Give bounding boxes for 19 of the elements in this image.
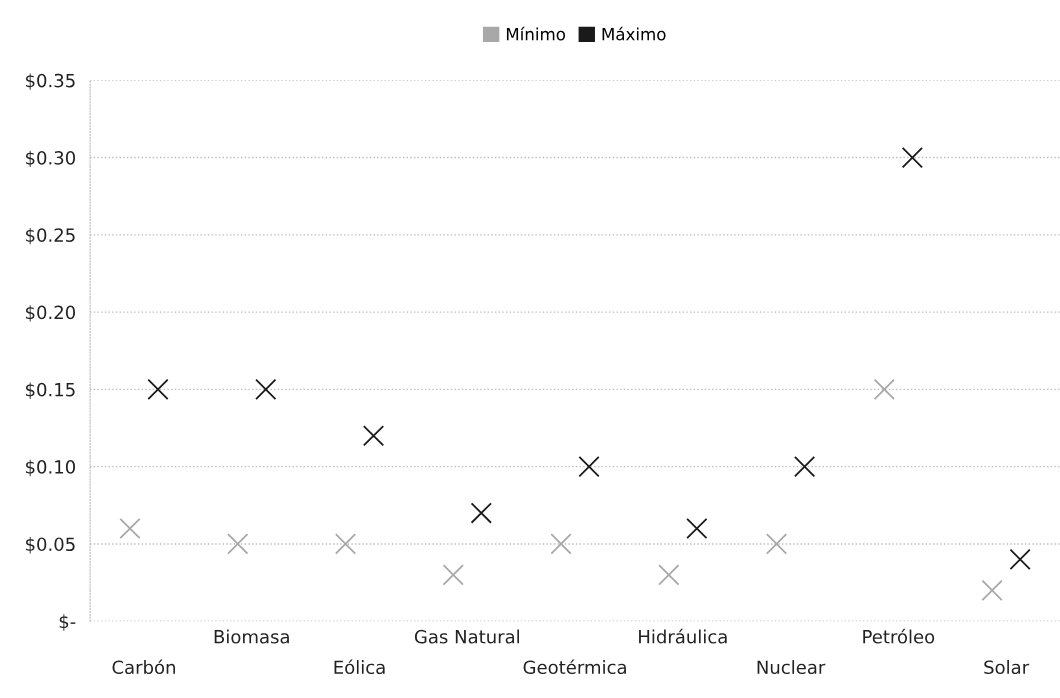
x-tick-label: Solar xyxy=(984,660,1030,675)
y-tick-label: $0.20 xyxy=(26,305,76,322)
x-tick-label: Hidráulica xyxy=(639,628,727,644)
y-tick-label: $0.35 xyxy=(26,73,75,90)
y-tick-label: $0.10 xyxy=(26,459,76,477)
x-tick-label: Carbón xyxy=(112,659,175,675)
legend-label: Mínimo xyxy=(506,26,566,41)
x-tick-label: Nuclear xyxy=(757,660,826,675)
x-tick-label: Petróleo xyxy=(863,628,935,644)
y-tick-label: $0.25 xyxy=(26,227,75,245)
x-tick-label: Eólica xyxy=(334,659,385,675)
x-tick-label: Gas Natural xyxy=(414,629,519,644)
x-tick-label: Biomasa xyxy=(214,629,289,644)
x-tick-label: Geotérmica xyxy=(523,659,626,675)
legend-label: Máximo xyxy=(602,26,666,41)
y-tick-label: $0.05 xyxy=(26,537,75,554)
y-tick-label: $- xyxy=(59,614,76,631)
y-tick-label: $0.30 xyxy=(26,150,76,168)
y-tick-label: $0.15 xyxy=(26,382,75,399)
